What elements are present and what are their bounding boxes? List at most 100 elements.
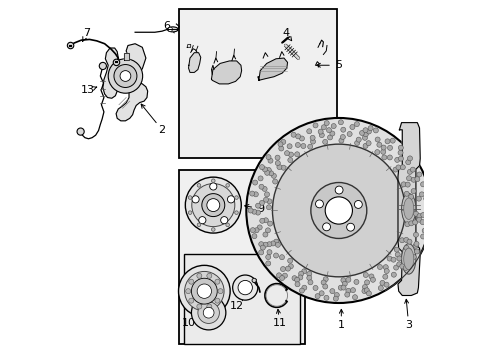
- Circle shape: [307, 280, 312, 285]
- Ellipse shape: [403, 198, 413, 220]
- Circle shape: [361, 289, 366, 294]
- Circle shape: [363, 132, 367, 137]
- Circle shape: [250, 228, 255, 233]
- Ellipse shape: [168, 27, 172, 32]
- Circle shape: [420, 182, 425, 187]
- Circle shape: [397, 150, 402, 155]
- Circle shape: [266, 199, 271, 204]
- Circle shape: [362, 284, 366, 289]
- Circle shape: [312, 123, 317, 128]
- Circle shape: [418, 192, 424, 197]
- Circle shape: [259, 184, 264, 189]
- Circle shape: [214, 298, 220, 303]
- Circle shape: [295, 134, 300, 139]
- Circle shape: [247, 208, 253, 213]
- Circle shape: [399, 264, 404, 269]
- Circle shape: [372, 128, 378, 133]
- Circle shape: [340, 135, 345, 140]
- Circle shape: [258, 176, 263, 181]
- Circle shape: [266, 250, 271, 255]
- Polygon shape: [102, 44, 147, 121]
- Circle shape: [318, 129, 323, 134]
- Circle shape: [197, 223, 201, 227]
- Circle shape: [197, 273, 202, 278]
- Circle shape: [299, 288, 304, 293]
- Circle shape: [406, 239, 411, 244]
- Circle shape: [254, 228, 259, 233]
- Circle shape: [413, 232, 418, 237]
- Circle shape: [354, 122, 359, 127]
- Circle shape: [312, 285, 317, 291]
- Circle shape: [415, 196, 421, 201]
- Circle shape: [297, 275, 302, 280]
- Circle shape: [345, 277, 350, 282]
- Circle shape: [309, 135, 314, 140]
- Circle shape: [301, 285, 306, 290]
- Circle shape: [386, 145, 392, 150]
- Circle shape: [413, 249, 419, 254]
- Circle shape: [403, 265, 407, 270]
- Circle shape: [349, 125, 354, 130]
- Circle shape: [214, 279, 220, 284]
- Polygon shape: [397, 123, 419, 296]
- Circle shape: [394, 157, 399, 162]
- Circle shape: [259, 165, 264, 170]
- Text: 3: 3: [405, 320, 411, 330]
- Circle shape: [314, 294, 320, 299]
- Circle shape: [263, 242, 267, 247]
- Circle shape: [338, 138, 343, 143]
- Circle shape: [386, 155, 391, 160]
- Circle shape: [363, 273, 367, 278]
- Circle shape: [366, 129, 371, 134]
- Circle shape: [202, 194, 224, 217]
- Circle shape: [279, 255, 284, 260]
- Polygon shape: [211, 61, 241, 84]
- Circle shape: [353, 279, 358, 284]
- Circle shape: [191, 184, 234, 226]
- Text: 5: 5: [334, 60, 341, 70]
- Circle shape: [405, 160, 410, 165]
- Circle shape: [268, 171, 273, 176]
- Polygon shape: [123, 53, 129, 60]
- Circle shape: [354, 201, 362, 208]
- Circle shape: [267, 158, 272, 163]
- Circle shape: [295, 143, 300, 148]
- Text: 1: 1: [337, 320, 344, 330]
- Circle shape: [334, 186, 343, 194]
- Circle shape: [299, 136, 304, 141]
- Circle shape: [419, 220, 424, 225]
- Circle shape: [267, 221, 272, 226]
- Circle shape: [405, 213, 410, 218]
- Circle shape: [382, 274, 387, 279]
- Circle shape: [338, 285, 343, 290]
- Circle shape: [403, 237, 408, 242]
- Circle shape: [272, 144, 405, 277]
- Circle shape: [120, 71, 131, 81]
- Text: 10: 10: [182, 319, 196, 328]
- Circle shape: [294, 152, 299, 157]
- Circle shape: [273, 239, 278, 244]
- Circle shape: [264, 170, 269, 175]
- Circle shape: [234, 196, 238, 199]
- Circle shape: [108, 59, 142, 93]
- Circle shape: [280, 139, 285, 144]
- Circle shape: [270, 241, 275, 246]
- Circle shape: [323, 295, 328, 300]
- Circle shape: [306, 275, 311, 280]
- Circle shape: [323, 277, 327, 282]
- Circle shape: [273, 253, 278, 258]
- Circle shape: [367, 126, 372, 131]
- Circle shape: [259, 218, 264, 223]
- Circle shape: [191, 296, 225, 330]
- Circle shape: [345, 288, 350, 293]
- Circle shape: [265, 228, 270, 233]
- Circle shape: [291, 276, 296, 281]
- Circle shape: [386, 256, 391, 261]
- Circle shape: [284, 151, 289, 156]
- Circle shape: [264, 192, 269, 197]
- Text: 8: 8: [298, 243, 305, 253]
- Circle shape: [315, 200, 323, 208]
- Circle shape: [276, 273, 281, 278]
- Text: 9: 9: [257, 204, 264, 214]
- Circle shape: [334, 293, 339, 297]
